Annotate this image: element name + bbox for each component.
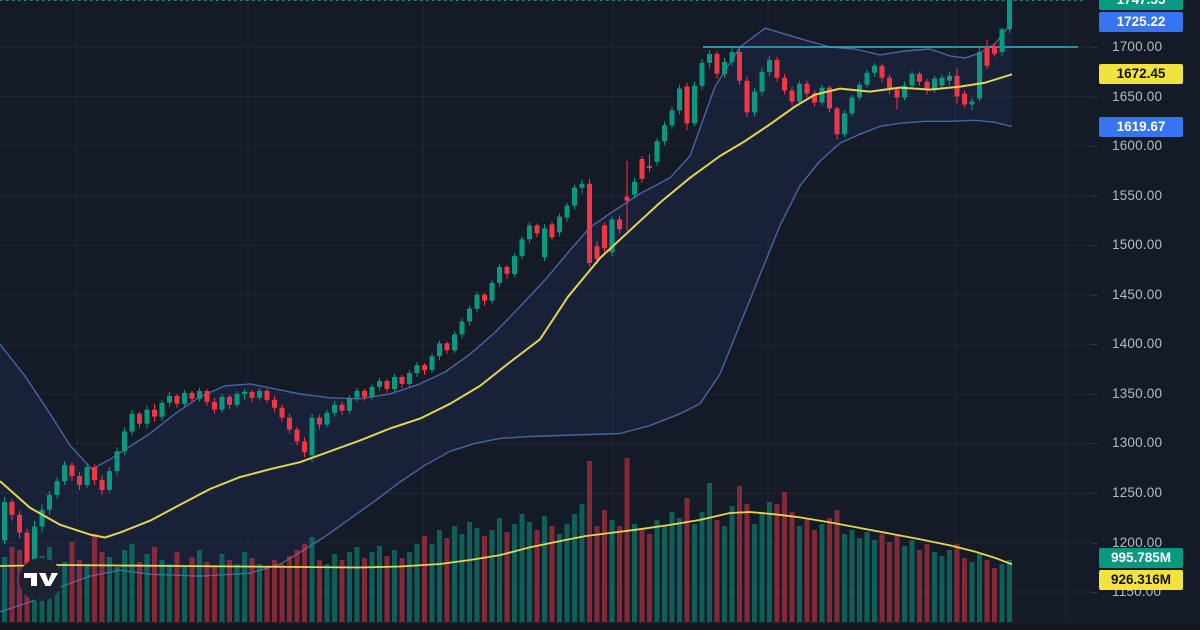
price-axis-label: 1400.00	[1112, 336, 1163, 351]
bollinger-upper-line	[0, 21, 1013, 470]
price-axis-tick-mark	[1092, 344, 1098, 345]
price-axis-tick-mark	[1092, 47, 1098, 48]
bollinger-band-fill	[0, 22, 1012, 612]
volume-ma-line	[0, 511, 1013, 569]
price-axis-label: 1300.00	[1112, 435, 1163, 450]
candlestick-chart-canvas[interactable]	[0, 0, 1092, 630]
volume-ma-badge: 926.316M	[1099, 570, 1183, 590]
chart-pane[interactable]	[0, 0, 1092, 630]
price-axis-tick-mark	[1092, 443, 1098, 444]
tradingview-logo[interactable]	[19, 558, 62, 601]
price-axis-label: 1200.00	[1112, 535, 1163, 550]
bb-upper-badge: 1725.22	[1099, 12, 1183, 32]
price-axis-label: 1450.00	[1112, 287, 1163, 302]
price-axis-label: 1500.00	[1112, 237, 1163, 252]
bb-lower-badge: 1619.67	[1099, 117, 1183, 137]
price-axis-tick-mark	[1092, 146, 1098, 147]
bollinger-basis-line	[0, 73, 1013, 539]
volume-bars	[2, 458, 1012, 622]
price-axis-tick-mark	[1092, 493, 1098, 494]
price-axis-label: 1550.00	[1112, 188, 1163, 203]
price-axis[interactable]: 1700.00 1650.00 1600.00 1550.00 1500.00 1450.…	[1092, 0, 1200, 630]
time-axis[interactable]	[0, 622, 1200, 630]
tradingview-logo-icon	[23, 573, 58, 586]
price-axis-tick-mark	[1092, 543, 1098, 544]
bb-basis-badge: 1672.45	[1099, 64, 1183, 84]
price-axis-label: 1350.00	[1112, 386, 1163, 401]
price-axis-label: 1650.00	[1112, 89, 1163, 104]
price-axis-tick-mark	[1092, 592, 1098, 593]
last-price-badge: 1747.55	[1099, 0, 1183, 10]
price-axis-tick-mark	[1092, 394, 1098, 395]
price-axis-tick-mark	[1092, 295, 1098, 296]
bollinger-lower-line	[0, 119, 1013, 613]
price-axis-label: 1250.00	[1112, 485, 1163, 500]
price-axis-label: 1600.00	[1112, 138, 1163, 153]
volume-badge: 995.785M	[1099, 548, 1183, 568]
price-axis-label: 1700.00	[1112, 39, 1163, 54]
price-axis-tick-mark	[1092, 245, 1098, 246]
price-axis-tick-mark	[1092, 97, 1098, 98]
price-axis-tick-mark	[1092, 196, 1098, 197]
